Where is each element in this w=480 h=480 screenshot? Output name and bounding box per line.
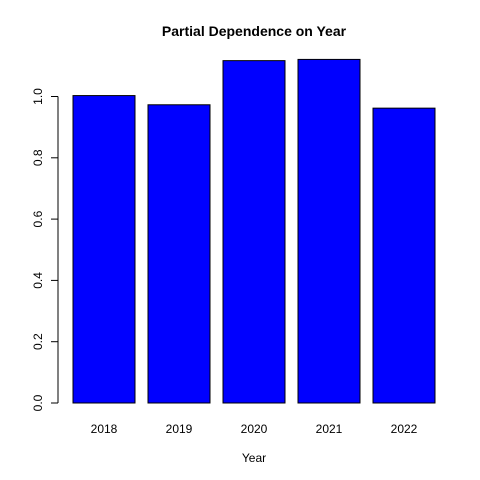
y-tick-label: 0.8 bbox=[31, 149, 45, 166]
bar-2022 bbox=[372, 107, 436, 404]
y-tick-label: 0.0 bbox=[31, 394, 45, 411]
x-axis-title: Year bbox=[242, 451, 266, 465]
bar-2020 bbox=[222, 60, 286, 404]
x-tick-label: 2022 bbox=[391, 422, 418, 436]
y-tick-label: 0.6 bbox=[31, 210, 45, 227]
x-axis-labels: 2018 2019 2020 2021 2022 bbox=[91, 422, 418, 436]
bar-2021 bbox=[297, 58, 361, 404]
chart-title: Partial Dependence on Year bbox=[162, 23, 347, 39]
x-tick-label: 2021 bbox=[316, 422, 343, 436]
y-tick-label: 0.2 bbox=[31, 333, 45, 350]
y-axis: 0.0 0.2 0.4 0.6 0.8 1.0 bbox=[31, 88, 59, 411]
y-tick-label: 0.4 bbox=[31, 272, 45, 289]
bars-group bbox=[72, 58, 436, 404]
x-tick-label: 2018 bbox=[91, 422, 118, 436]
x-tick-label: 2019 bbox=[166, 422, 193, 436]
bar-2019 bbox=[147, 104, 211, 404]
y-tick-label: 1.0 bbox=[31, 88, 45, 105]
x-tick-label: 2020 bbox=[241, 422, 268, 436]
bar-2018 bbox=[72, 95, 136, 404]
